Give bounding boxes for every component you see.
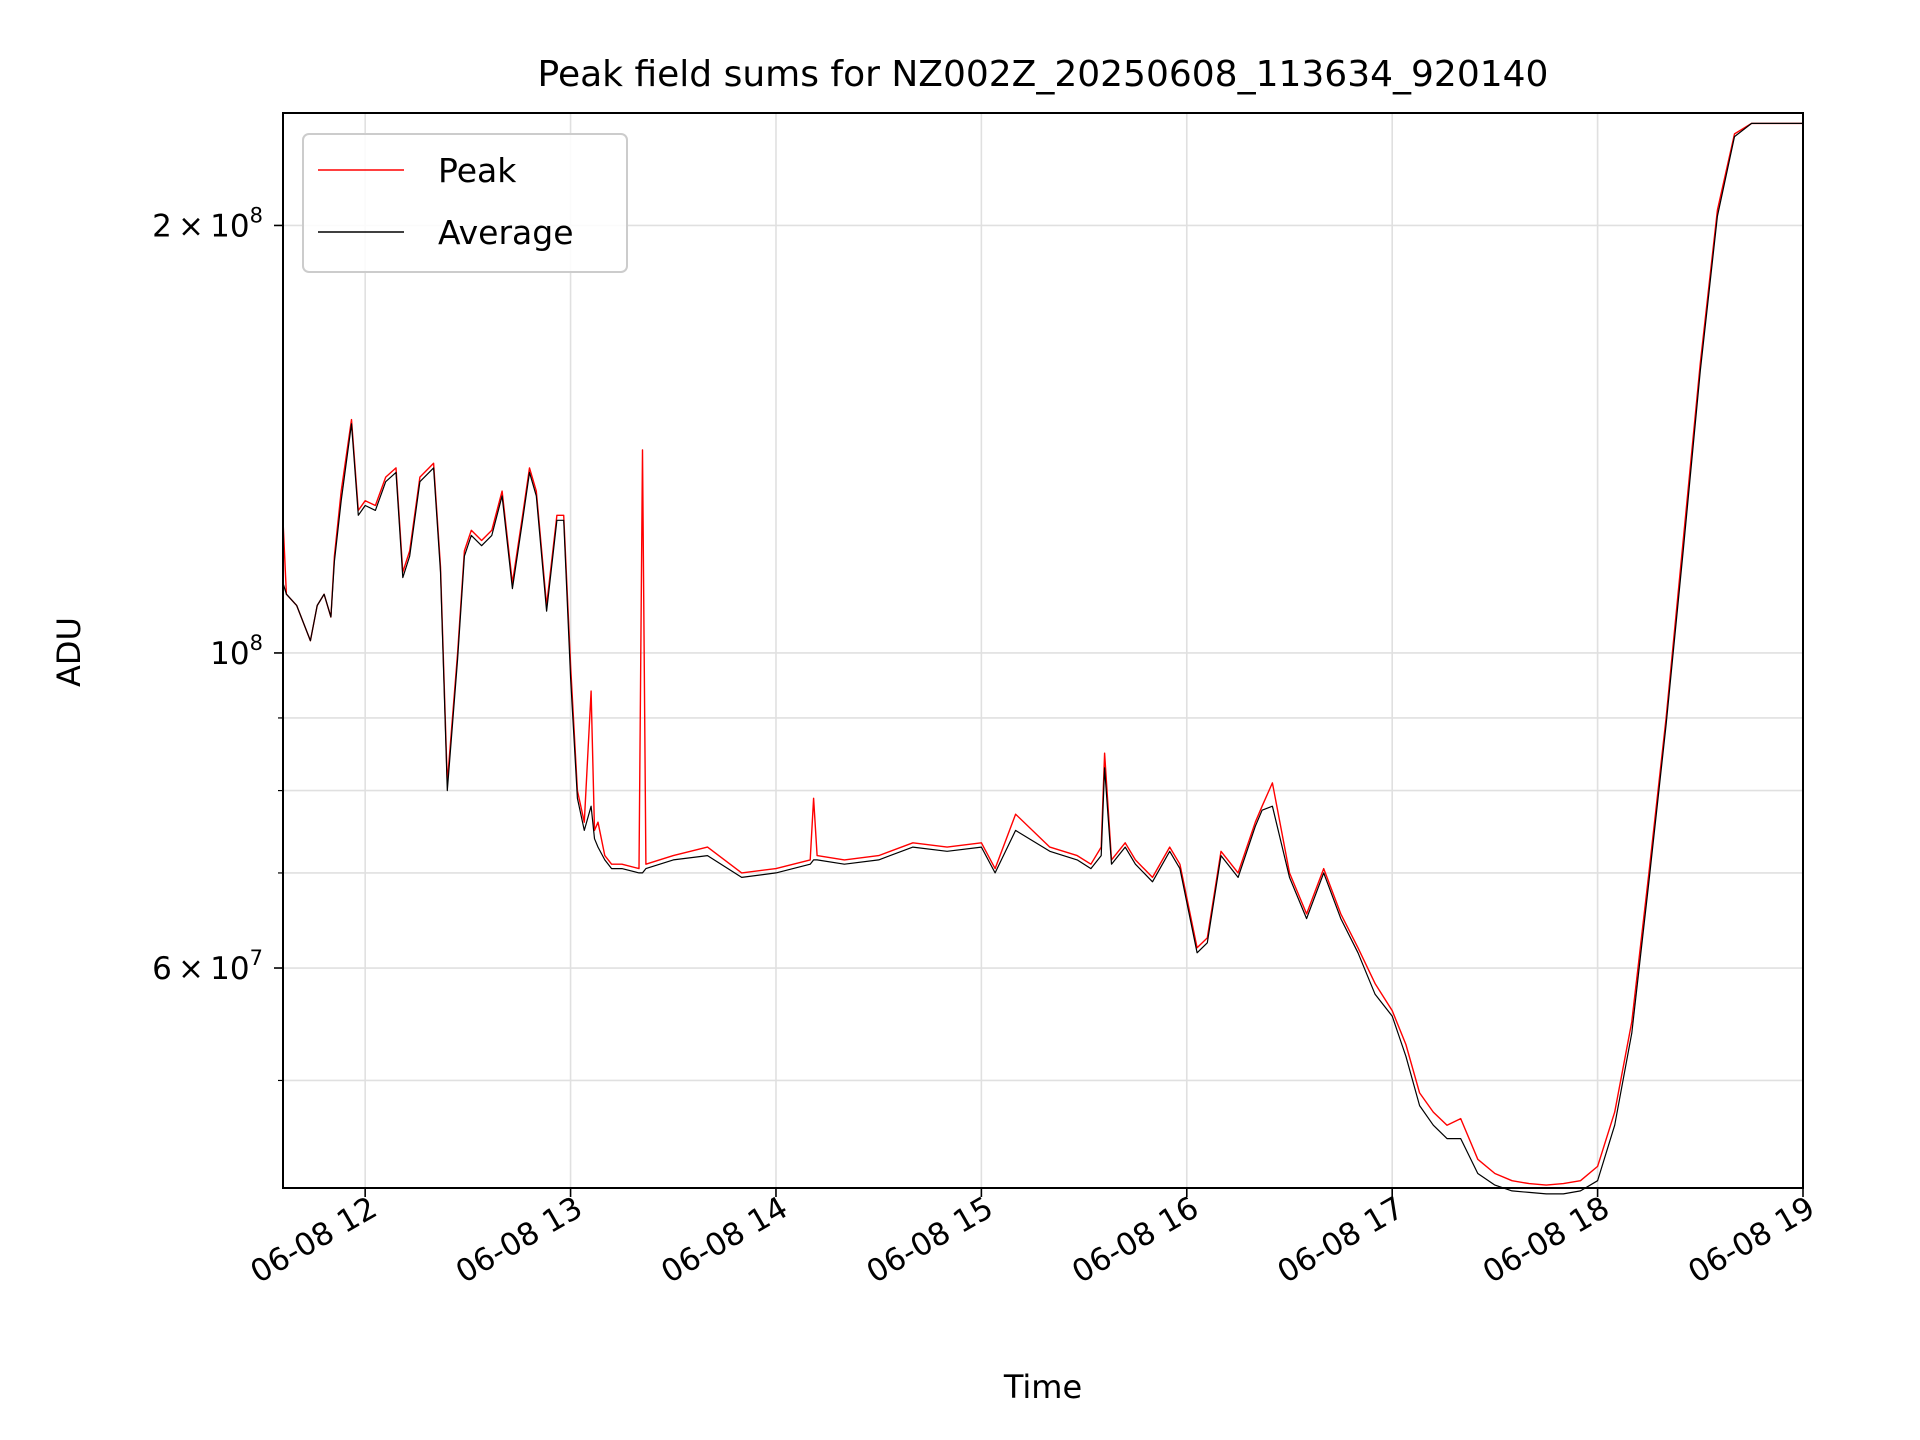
y-tick-label: 6 × 107	[152, 946, 263, 987]
series-layer	[282, 122, 1803, 1195]
legend-label-peak: Peak	[438, 151, 517, 190]
x-axis-label: Time	[1003, 1368, 1082, 1406]
legend-box	[302, 133, 628, 273]
series-line-average	[282, 122, 1803, 1195]
legend: Peak Average	[302, 133, 628, 273]
y-axis-label: ADU	[50, 617, 88, 687]
y-tick-label: 2 × 108	[152, 203, 263, 244]
plot-frame	[282, 112, 1804, 1189]
legend-label-average: Average	[438, 213, 574, 252]
chart-title: Peak field sums for NZ002Z_20250608_1136…	[538, 54, 1549, 95]
